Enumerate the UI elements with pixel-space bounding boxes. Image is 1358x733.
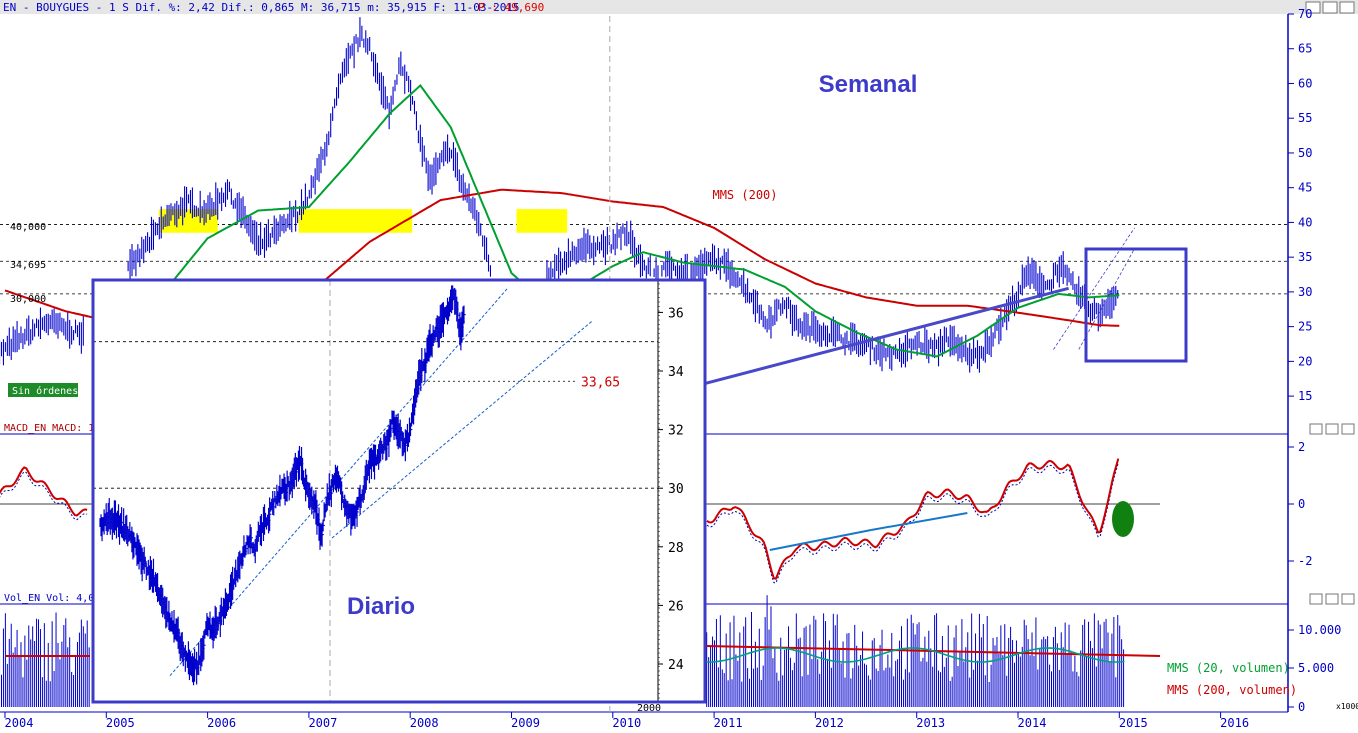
x-tick-label: 2005 [106, 716, 135, 730]
x1000-label: x1000 [1336, 702, 1358, 711]
macd-tick-label: -2 [1298, 554, 1312, 568]
price-tick-label: 30 [1298, 285, 1312, 299]
inset-tick-label: 32 [668, 424, 684, 439]
macd-line [0, 458, 1120, 580]
inset-tick-label: 28 [668, 541, 684, 556]
price-tick-label: 15 [1298, 389, 1312, 403]
macd-label: MACD_EN MACD: 1 [4, 423, 94, 434]
price-text: P : 49,690 [478, 1, 544, 14]
level-40-label: 40,000 [10, 222, 46, 233]
macd-signal-line [0, 462, 1119, 584]
x-tick-label: 2013 [916, 716, 945, 730]
header-bar [0, 0, 1358, 14]
x-tick-label: 2010 [612, 716, 641, 730]
price-tick-label: 25 [1298, 320, 1312, 334]
panel-buttons-macd[interactable] [1309, 423, 1355, 435]
inset-tick-label: 30 [668, 482, 684, 497]
dashed-trend-b [1078, 248, 1135, 350]
macd-trendline-a [769, 529, 872, 551]
highlight-zone [516, 209, 568, 233]
price-tick-label: 70 [1298, 7, 1312, 21]
inset-tick-label: 36 [668, 306, 684, 321]
window-buttons[interactable] [1305, 1, 1355, 14]
macd-trendline-b [870, 512, 968, 531]
panel-buttons-volume[interactable] [1309, 593, 1355, 605]
diario-label: Diario [347, 593, 415, 620]
inset-bottom-label: 2000 [637, 703, 661, 714]
price-tick-label: 55 [1298, 111, 1312, 125]
vol-tick-label: 5.000 [1298, 661, 1334, 675]
volume-panel [0, 595, 1161, 707]
inset-trend-b [331, 320, 593, 539]
highlight-zone [298, 209, 413, 233]
recent-zoom-box [1084, 247, 1188, 363]
price-tick-label: 20 [1298, 354, 1312, 368]
daily-inset: 36 34 32 30 28 26 24 33,65 Diario 2000 [91, 278, 707, 714]
x-tick-label: 2006 [207, 716, 236, 730]
weekly-trendline [683, 286, 1070, 391]
x-tick-label: 2008 [410, 716, 439, 730]
price-tick-label: 40 [1298, 215, 1312, 229]
volume-label: Vol_EN Vol: 4,0 [4, 593, 94, 604]
inset-tick-label: 24 [668, 658, 684, 673]
level-30-label: 30,000 [10, 294, 46, 305]
x-tick-label: 2015 [1119, 716, 1148, 730]
price-tick-label: 60 [1298, 76, 1312, 90]
macd-tick-label: 2 [1298, 440, 1305, 454]
price-tick-label: 35 [1298, 250, 1312, 264]
x-tick-label: 2007 [308, 716, 337, 730]
vol-mms20-label: MMS (20, volumen) [1167, 661, 1290, 675]
level-34-label: 34,695 [10, 260, 46, 271]
x-tick-label: 2012 [815, 716, 844, 730]
x-tick-label: 2016 [1220, 716, 1249, 730]
macd-cross-marker [1112, 501, 1134, 537]
ticker-info: EN - BOUYGUES - 1 S Dif. %: 2,42 Dif.: 0… [3, 1, 520, 14]
x-tick-label: 2011 [714, 716, 743, 730]
semanal-label: Semanal [819, 71, 918, 98]
mms40-line [105, 84, 1120, 378]
inset-background [93, 280, 705, 702]
price-tick-label: 65 [1298, 42, 1312, 56]
sin-ordenes-text: Sin órdenes [12, 385, 78, 397]
x-tick-label: 2004 [5, 716, 34, 730]
inset-frame [91, 278, 707, 704]
vol-mms200-label: MMS (200, volumen) [1167, 683, 1297, 697]
sin-ordenes-badge[interactable] [8, 383, 78, 397]
vol-tick-label: 0 [1298, 700, 1305, 714]
x-tick-label: 2009 [511, 716, 540, 730]
x-tick-label: 2014 [1018, 716, 1047, 730]
vol-mms20-right [683, 647, 1125, 663]
macd-tick-label: 0 [1298, 497, 1305, 511]
mms200-label: MMS (200) [712, 188, 777, 202]
vol-tick-label: 10.000 [1298, 623, 1341, 637]
inset-level-label: 33,65 [581, 375, 620, 390]
highlight-zone [158, 209, 218, 233]
price-tick-label: 45 [1298, 181, 1312, 195]
inset-tick-label: 26 [668, 599, 684, 614]
price-tick-label: 50 [1298, 146, 1312, 160]
inset-tick-label: 34 [668, 365, 684, 380]
